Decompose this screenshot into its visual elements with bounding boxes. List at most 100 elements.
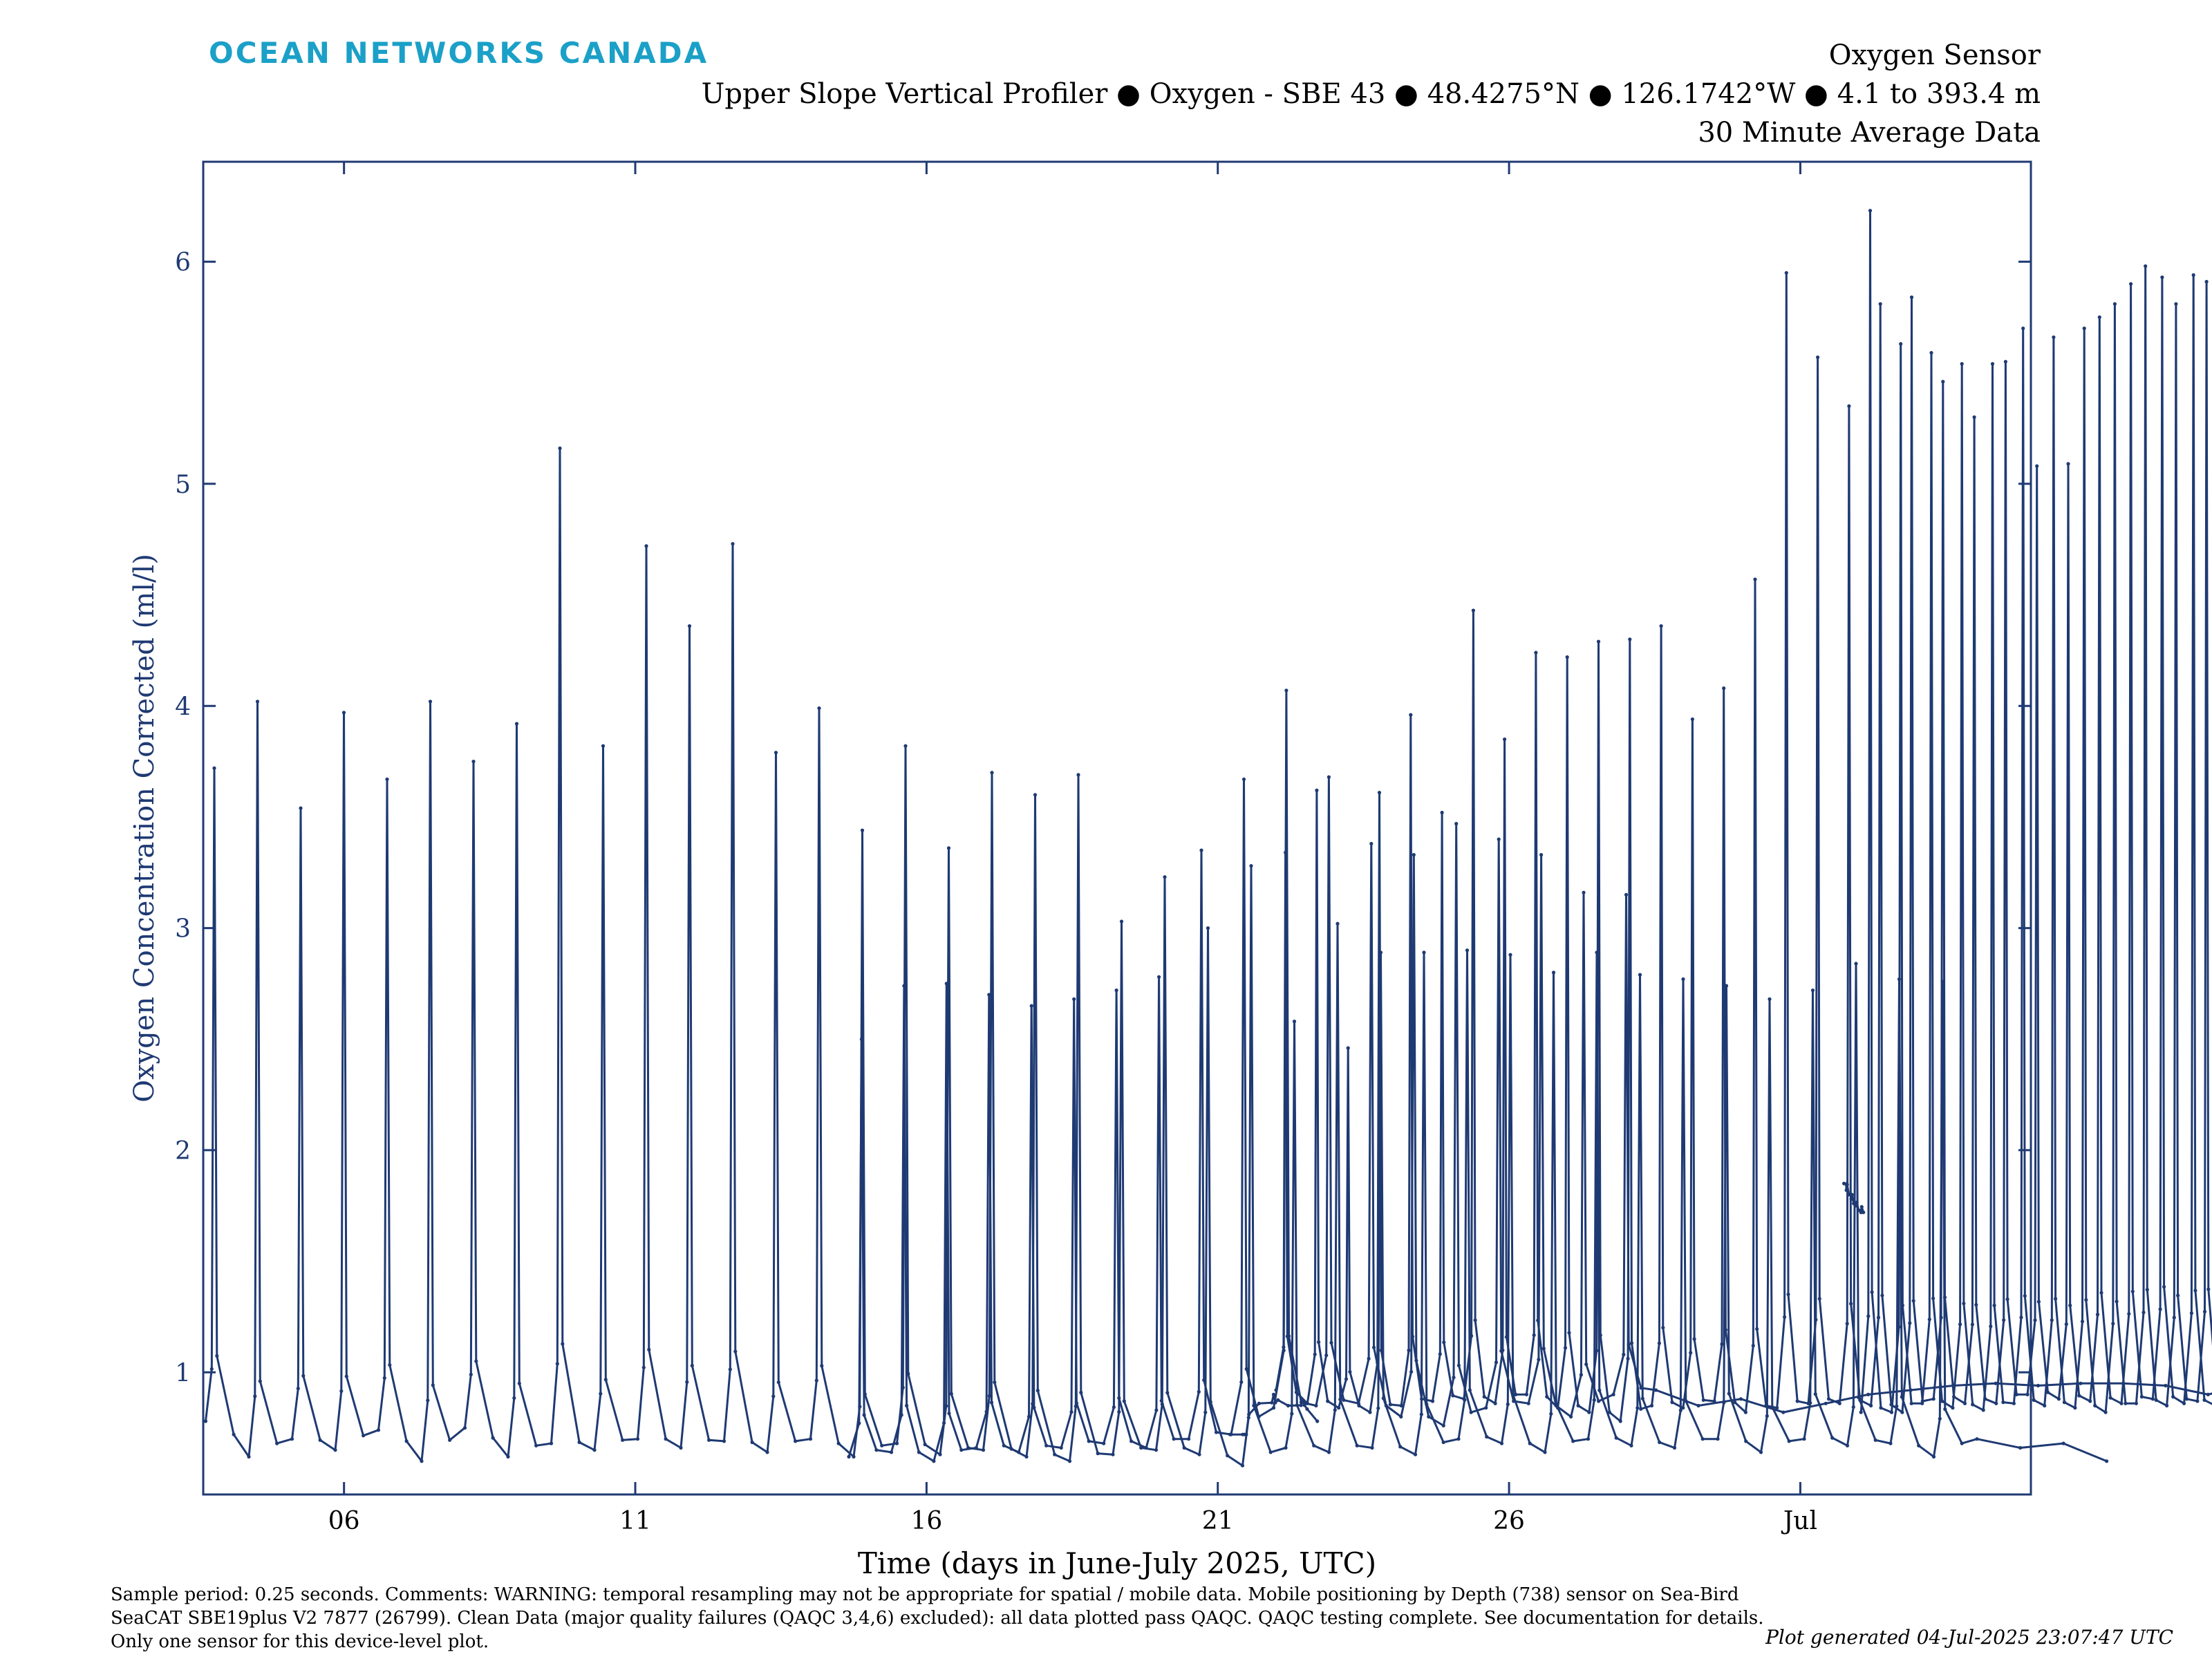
series-oxygen [203,209,2212,1468]
data-point [1419,1412,1423,1416]
data-point [1849,1302,1853,1306]
data-point [2171,1395,2175,1399]
data-point [1678,1408,1683,1412]
data-point [1087,1439,1091,1443]
data-point [577,1440,581,1445]
data-point [1859,1410,1863,1414]
data-point [1399,1414,1403,1419]
data-point [1981,1408,1985,1412]
data-point [1257,1414,1261,1419]
data-point [859,1037,863,1041]
x-tick-label: Jul [1781,1507,1817,1535]
data-point [1759,1450,1763,1454]
data-point [1909,1401,1913,1405]
data-point [2162,1285,2166,1289]
data-point [512,1396,516,1400]
data-point [1942,1295,1947,1300]
data-point [2206,1392,2210,1396]
data-point [1367,1356,1371,1361]
data-point [942,1421,946,1425]
data-point [1537,1358,1541,1362]
data-point [301,1374,306,1378]
data-point [1442,1340,1446,1344]
data-point [1579,1373,1583,1377]
data-point [860,828,865,832]
data-point [1513,1392,1518,1396]
data-point [555,1362,559,1366]
data-point [1114,988,1118,993]
data-point [635,1437,640,1441]
data-point [1273,1400,1277,1405]
data-point [1813,1392,1817,1396]
chart-title: Oxygen Sensor [1828,39,2041,71]
data-point [2097,315,2101,319]
data-point [1067,1459,1072,1463]
data-point [1326,1399,1330,1403]
data-point [1844,1188,1848,1192]
data-point [1413,1452,1418,1456]
data-point [1119,919,1124,924]
data-point [2021,326,2025,330]
data-point [2043,1403,2047,1408]
data-point [1592,1398,1596,1402]
data-point [1172,1437,1176,1441]
data-point [1940,1399,1944,1403]
data-point [1628,637,1632,641]
data-point [1974,1303,1978,1307]
data-point [1122,1399,1126,1403]
data-point [1130,1439,1134,1443]
data-point [2082,326,2086,330]
data-point [722,1439,727,1443]
data-point [687,624,692,628]
data-point [2023,1294,2027,1298]
data-point [2182,1401,2186,1405]
data-point [1541,1347,1546,1351]
data-point [1929,350,1933,355]
data-point [1649,1403,1654,1408]
data-point [1240,1463,1245,1468]
data-point [903,744,908,748]
data-point [1638,973,1642,977]
data-point [1576,1403,1580,1408]
data-point [1618,1419,1622,1423]
data-point [1468,1388,1472,1392]
data-point [2064,1322,2068,1327]
data-point [1845,1322,1849,1326]
data-point [880,1443,884,1447]
data-point [1399,1403,1403,1408]
data-point [1543,1450,1547,1454]
data-point [1197,1452,1201,1456]
data-point [462,1426,467,1430]
data-point [1187,1437,1191,1441]
data-point [1268,1450,1273,1454]
data-point [814,1378,818,1382]
brand-logo: OCEAN NETWORKS CANADA [209,36,709,70]
chart-averaging-label: 30 Minute Average Data [1698,117,2041,149]
data-point [1285,1334,1289,1338]
data-point [1639,1386,1643,1390]
data-point [1824,1401,1828,1405]
data-point [1327,1450,1331,1454]
data-point [2018,1445,2023,1450]
data-point [1744,1439,1748,1443]
data-point [1033,793,1038,797]
x-tick-label: 16 [910,1507,942,1535]
data-point [1228,1432,1232,1436]
data-point [1241,777,1246,781]
data-point [558,446,562,451]
data-point [1607,1410,1611,1414]
data-point [1284,688,1288,693]
data-point [1451,1394,1455,1398]
data-point [1072,997,1076,1001]
data-point [1689,1351,1693,1355]
data-point [1596,639,1601,644]
data-point [847,1454,851,1459]
data-point [1692,1337,1696,1341]
data-point [1639,1407,1643,1411]
data-point [1595,1349,1599,1353]
data-point [1276,1398,1280,1402]
data-point [1376,1360,1380,1365]
data-point [1485,1434,1489,1439]
data-point [1032,1405,1036,1409]
